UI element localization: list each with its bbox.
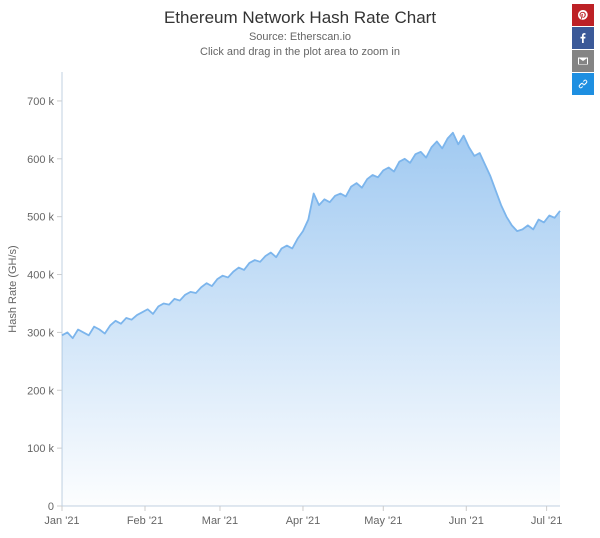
- y-axis-title: Hash Rate (GH/s): [7, 245, 19, 332]
- area-fill: [62, 133, 560, 506]
- y-tick-label: 600 k: [27, 154, 54, 166]
- y-tick-label: 200 k: [27, 385, 54, 397]
- x-tick-label: Mar '21: [202, 515, 238, 527]
- plot-area[interactable]: 0 100 k 200 k 300 k 400 k 500 k 600 k 700 k Jan …: [0, 0, 600, 538]
- chart-container: Ethereum Network Hash Rate Chart Source:…: [0, 0, 600, 538]
- x-tick-label: Feb '21: [127, 515, 163, 527]
- y-tick-label: 0: [48, 501, 54, 513]
- y-tick-label: 700 k: [27, 96, 54, 108]
- y-tick-label: 300 k: [27, 327, 54, 339]
- x-tick-label: Jan '21: [44, 515, 79, 527]
- y-tick-label: 500 k: [27, 212, 54, 224]
- x-tick-label: Jul '21: [531, 515, 562, 527]
- x-tick-label: Jun '21: [449, 515, 484, 527]
- x-tick-label: Apr '21: [286, 515, 321, 527]
- y-tick-label: 400 k: [27, 270, 54, 282]
- x-tick-label: May '21: [364, 515, 402, 527]
- y-tick-label: 100 k: [27, 443, 54, 455]
